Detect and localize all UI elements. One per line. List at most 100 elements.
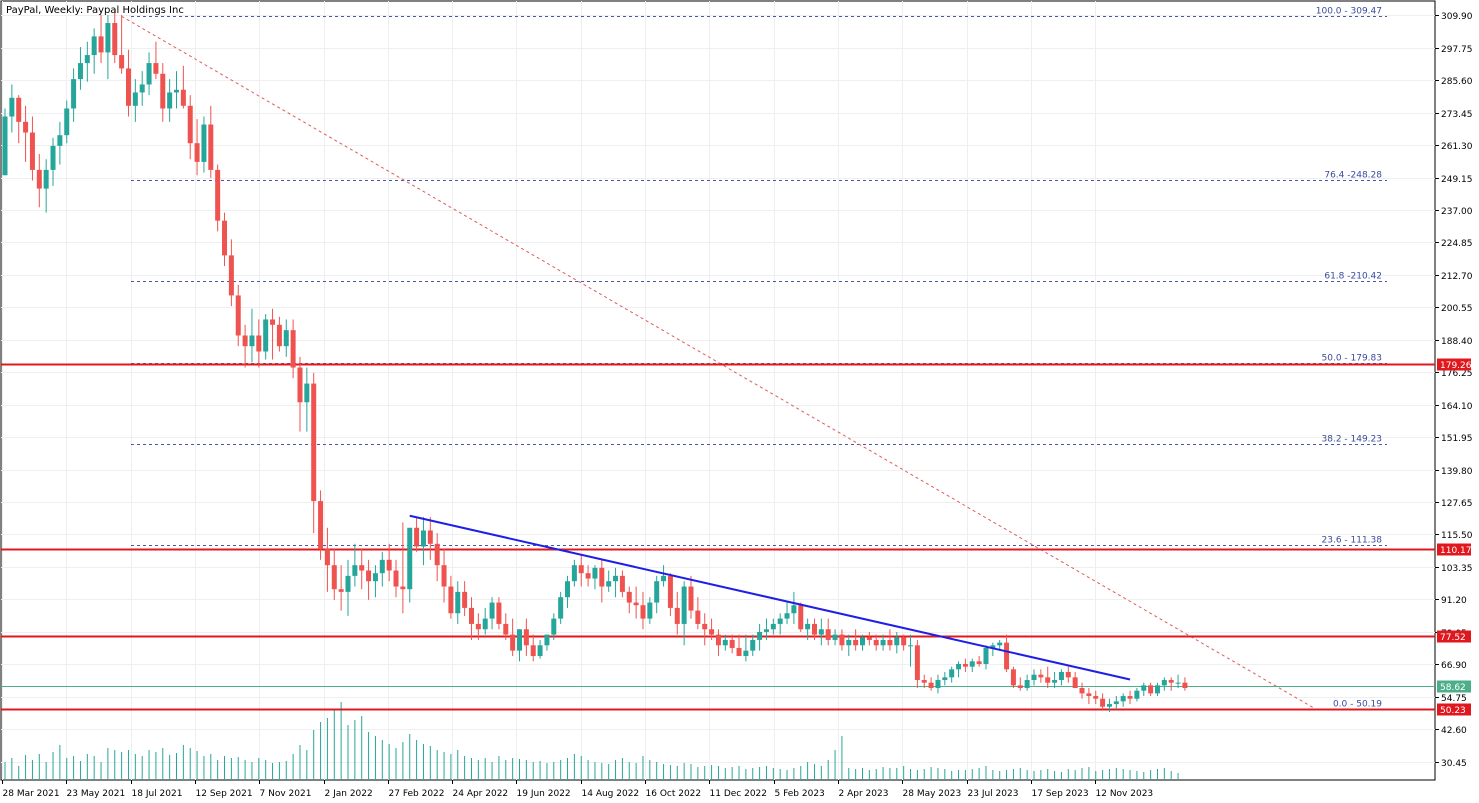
- candle: [1004, 634, 1010, 673]
- candle: [1134, 688, 1140, 702]
- x-tick-label: 12 Nov 2023: [1096, 789, 1154, 799]
- candle: [846, 634, 852, 656]
- current-price-tag-label: 58.62: [1440, 683, 1466, 693]
- y-tick-label: 261.30: [1441, 142, 1473, 152]
- candle: [839, 629, 845, 651]
- candle: [379, 551, 385, 587]
- candle: [57, 121, 63, 165]
- level-price-tag-label: 77.52: [1440, 633, 1466, 643]
- candle: [578, 554, 584, 587]
- grid: [1, 1, 1435, 780]
- candle: [743, 634, 749, 662]
- candle: [887, 629, 893, 651]
- trendline[interactable]: [409, 514, 1131, 681]
- candle: [1052, 672, 1058, 689]
- candlesticks: [2, 9, 1188, 713]
- candle: [1100, 693, 1106, 710]
- candle: [750, 634, 756, 656]
- candle: [681, 581, 687, 646]
- candle: [647, 597, 653, 624]
- candle: [23, 105, 29, 162]
- volume-bars: [4, 702, 1179, 780]
- candle: [98, 15, 104, 64]
- candle: [901, 634, 907, 651]
- y-tick-label: 115.50: [1441, 531, 1473, 541]
- candle: [119, 15, 125, 74]
- candle: [818, 618, 824, 646]
- candle: [427, 517, 433, 560]
- candle: [860, 634, 865, 651]
- candle: [50, 137, 56, 186]
- candle: [414, 517, 420, 552]
- candle: [9, 84, 15, 133]
- candle: [674, 591, 680, 635]
- candle: [976, 655, 982, 667]
- candle: [139, 71, 145, 106]
- y-tick-label: 297.75: [1441, 45, 1473, 55]
- candle: [1024, 674, 1030, 691]
- y-tick-label: 273.45: [1441, 110, 1473, 120]
- candle: [290, 319, 296, 379]
- candle: [942, 672, 948, 686]
- candle: [208, 105, 214, 178]
- candle: [318, 490, 324, 560]
- candle: [558, 591, 564, 624]
- y-tick-label: 309.90: [1441, 12, 1473, 22]
- candle: [537, 639, 543, 659]
- candle: [921, 674, 927, 689]
- y-tick-label: 200.55: [1441, 304, 1473, 314]
- y-tick-label: 103.35: [1441, 564, 1473, 574]
- candle: [222, 212, 228, 267]
- candle: [64, 100, 70, 144]
- candle: [523, 618, 529, 656]
- candle: [36, 153, 42, 208]
- candle: [331, 549, 337, 600]
- x-tick-label: 16 Oct 2022: [646, 789, 702, 799]
- candle: [969, 658, 975, 673]
- candle: [1113, 696, 1119, 710]
- candle: [763, 618, 769, 640]
- candle: [784, 602, 790, 624]
- y-tick-label: 237.00: [1441, 207, 1473, 217]
- x-tick-label: 5 Feb 2023: [775, 789, 825, 799]
- y-tick-label: 249.15: [1441, 175, 1473, 185]
- x-tick-label: 28 Mar 2021: [3, 789, 60, 799]
- candle: [43, 159, 49, 213]
- x-tick-label: 7 Nov 2021: [260, 789, 312, 799]
- candle: [1045, 666, 1051, 689]
- candle: [1161, 677, 1167, 691]
- x-tick-label: 23 Jul 2023: [968, 789, 1019, 799]
- candle: [338, 565, 344, 611]
- y-tick-label: 139.80: [1441, 467, 1473, 477]
- candle: [908, 634, 914, 667]
- fib-level-label: 38.2 - 149.23: [1322, 435, 1383, 445]
- x-tick-label: 17 Sep 2023: [1032, 789, 1089, 799]
- candle: [949, 666, 955, 683]
- candle: [187, 95, 193, 160]
- candle: [304, 367, 310, 432]
- candle: [688, 575, 694, 619]
- candle: [606, 570, 612, 592]
- chart-title: PayPal, Weekly: Paypal Holdings Inc: [6, 5, 184, 16]
- candle: [441, 549, 447, 603]
- candle: [791, 591, 797, 624]
- candle: [709, 618, 715, 640]
- candle: [263, 314, 269, 360]
- candle: [482, 607, 488, 635]
- candle: [352, 543, 358, 587]
- candle: [1079, 682, 1085, 699]
- y-tick-label: 91.20: [1441, 596, 1467, 606]
- x-tick-label: 14 Aug 2022: [582, 789, 640, 799]
- candle: [825, 618, 831, 646]
- candle: [29, 116, 35, 181]
- fibonacci-diagonal[interactable]: [121, 15, 1316, 710]
- y-tick-label: 151.95: [1441, 434, 1473, 444]
- candle: [1093, 690, 1099, 705]
- candle: [194, 119, 200, 176]
- candle: [832, 629, 838, 646]
- candle: [105, 15, 111, 80]
- candle: [866, 631, 872, 646]
- fib-level-label: 50.0 - 179.83: [1322, 354, 1383, 364]
- candle: [503, 613, 509, 640]
